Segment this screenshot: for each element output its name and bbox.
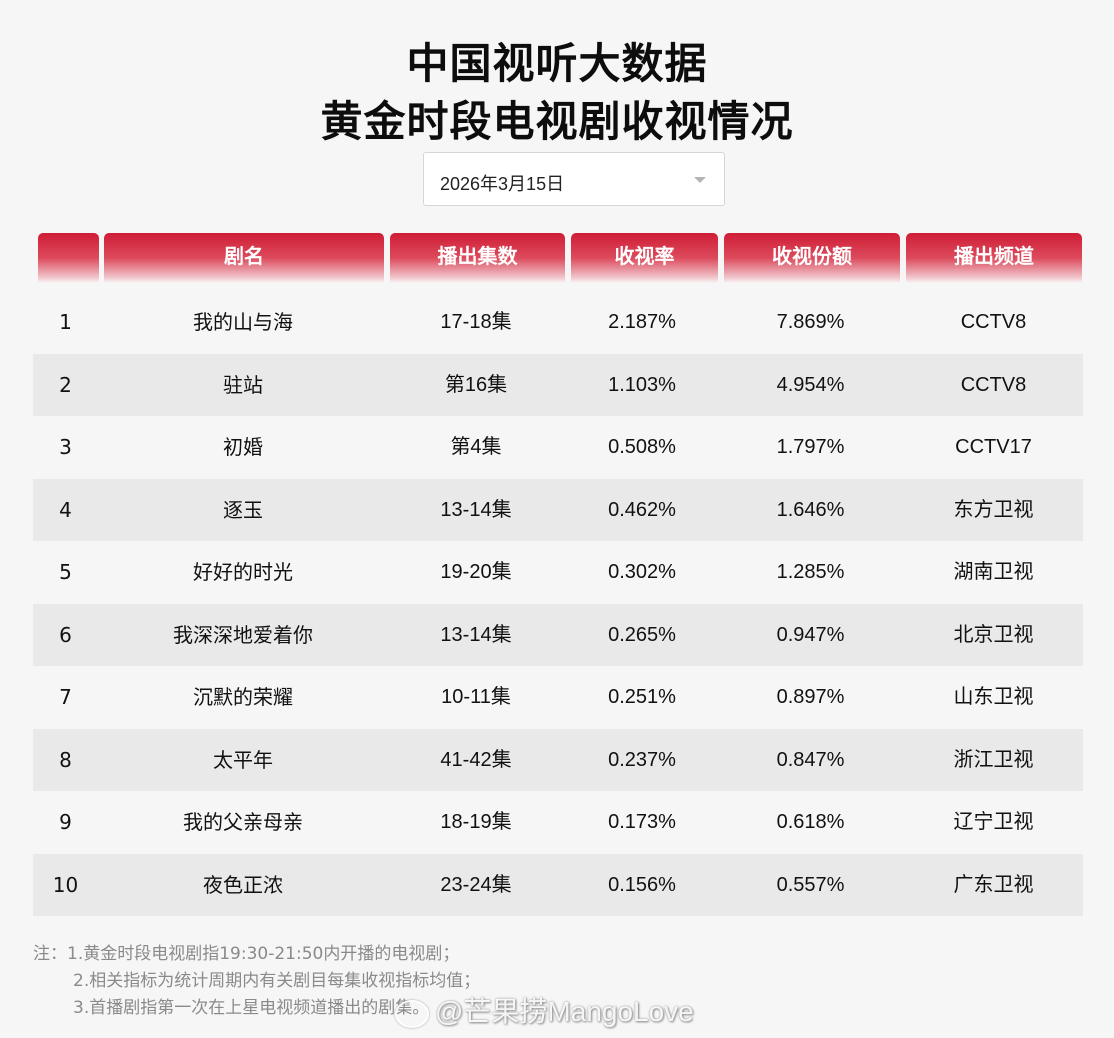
name-cell: 太平年 [213,747,273,772]
episodes-cell: 41-42集 [440,748,512,771]
name-cell: 逐玉 [223,497,263,522]
episodes-cell: 18-19集 [440,811,512,833]
rank-cell: 5 [59,560,72,584]
share-cell: 0.618% [776,811,845,833]
name-cell: 我深深地爱着你 [173,622,313,647]
share-cell: 0.947% [776,623,845,646]
channel-cell: 东方卫视 [953,498,1034,521]
table-row: 5 好好的时光 19-20集 0.302% 1.285% 湖南卫视 [33,541,1083,603]
share-cell: 1.646% [776,498,845,521]
header-rank [38,233,99,283]
table-row: 7 沉默的荣耀 10-11集 0.251% 0.897% 山东卫视 [33,666,1083,728]
rank-cell: 6 [59,622,72,647]
rating-cell: 0.462% [608,498,676,521]
episodes-cell: 第16集 [444,373,508,396]
header-share: 收视份额 [724,233,900,283]
channel-cell: 北京卫视 [953,623,1034,646]
page-title-line2: 黄金时段电视剧收视情况 [320,97,794,146]
name-cell: 好好的时光 [193,560,293,584]
page-title-line1: 中国视听大数据 [406,39,708,88]
episodes-cell: 第4集 [450,436,502,458]
channel-cell: 湖南卫视 [953,561,1034,583]
table-row: 3 初婚 第4集 0.508% 1.797% CCTV17 [33,416,1083,478]
rating-cell: 0.156% [608,873,676,896]
rating-cell: 0.508% [608,436,676,458]
header-episodes: 播出集数 [390,233,565,283]
table-row: 10 夜色正浓 23-24集 0.156% 0.557% 广东卫视 [33,853,1083,916]
header-rating: 收视率 [571,233,718,283]
table-row: 8 太平年 41-42集 0.237% 0.847% 浙江卫视 [33,728,1083,791]
watermark-text: @芒果捞MangoLove [435,996,694,1027]
watermark: @芒果捞MangoLove [395,990,694,1030]
weibo-icon [395,999,429,1028]
share-cell: 0.557% [776,873,845,896]
table-row: 1 我的山与海 17-18集 2.187% 7.869% CCTV8 [33,291,1083,353]
name-cell: 初婚 [223,435,263,459]
share-cell: 7.869% [776,311,845,333]
rank-cell: 1 [59,310,72,334]
episodes-cell: 13-14集 [440,623,512,646]
rank-cell: 9 [59,810,72,834]
episodes-cell: 17-18集 [440,311,512,333]
share-cell: 1.797% [776,436,845,458]
name-cell: 我的父亲母亲 [183,810,303,834]
footnote-3: 3.首播剧指第一次在上星电视频道播出的剧集。 [73,998,430,1018]
footnotes: 注：1.黄金时段电视剧指19:30-21:50内开播的电视剧； 2.相关指标为统… [33,941,480,1022]
rank-cell: 8 [59,747,72,772]
episodes-cell: 19-20集 [440,561,512,583]
episodes-cell: 10-11集 [441,686,511,708]
rating-cell: 0.302% [608,561,676,583]
channel-cell: CCTV8 [960,373,1027,396]
footnote-1: 注：1.黄金时段电视剧指19:30-21:50内开播的电视剧； [33,944,460,964]
channel-cell: 辽宁卫视 [953,811,1034,833]
channel-cell: 浙江卫视 [953,748,1034,771]
share-cell: 1.285% [776,561,845,583]
rating-cell: 1.103% [608,373,676,396]
rating-cell: 2.187% [608,311,676,333]
rank-cell: 7 [59,685,72,709]
episodes-cell: 23-24集 [440,873,512,896]
chevron-down-icon [694,177,706,183]
rating-cell: 0.173% [608,811,676,833]
footnote-2: 2.相关指标为统计周期内有关剧目每集收视指标均值； [73,971,481,991]
rank-cell: 10 [52,872,79,897]
name-cell: 沉默的荣耀 [193,685,293,709]
channel-cell: 广东卫视 [953,873,1034,896]
header-channel: 播出频道 [906,233,1082,283]
episodes-cell: 13-14集 [440,498,512,521]
rank-cell: 3 [59,435,72,459]
share-cell: 0.897% [776,686,845,708]
channel-cell: CCTV8 [960,311,1027,333]
table-row: 4 逐玉 13-14集 0.462% 1.646% 东方卫视 [33,478,1083,541]
channel-cell: CCTV17 [955,436,1032,458]
table-row: 6 我深深地爱着你 13-14集 0.265% 0.947% 北京卫视 [33,603,1083,666]
table-row: 2 驻站 第16集 1.103% 4.954% CCTV8 [33,353,1083,416]
name-cell: 驻站 [223,372,263,397]
date-select[interactable]: 2026年3月15日 [423,152,725,206]
name-cell: 我的山与海 [193,310,293,334]
rating-cell: 0.237% [608,748,676,771]
rank-cell: 4 [59,497,72,522]
rank-cell: 2 [59,372,72,397]
name-cell: 夜色正浓 [203,872,283,897]
share-cell: 0.847% [776,748,845,771]
share-cell: 4.954% [776,373,845,396]
rating-cell: 0.265% [608,623,676,646]
header-name: 剧名 [104,233,384,283]
table-row: 9 我的父亲母亲 18-19集 0.173% 0.618% 辽宁卫视 [33,791,1083,853]
date-select-value: 2026年3月15日 [440,174,565,194]
channel-cell: 山东卫视 [953,686,1034,708]
rating-cell: 0.251% [608,686,676,708]
